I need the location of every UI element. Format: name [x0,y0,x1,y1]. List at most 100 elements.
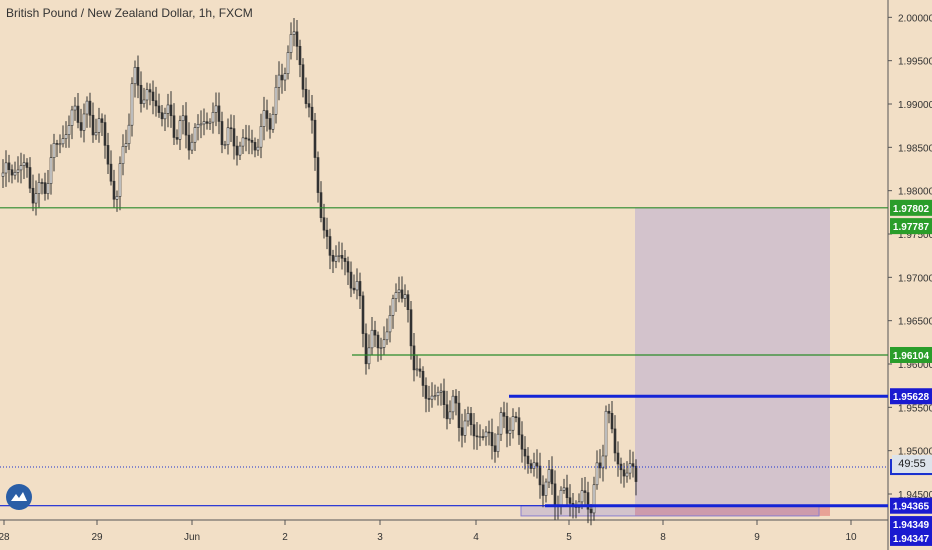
bar-countdown: 49:55 [892,455,932,473]
y-tick-labels-group: 2.00000 1.99500 1.99000 1.98500 1.98000 1.975… [888,13,932,501]
candle-body [244,137,248,140]
tradingview-logo-icon[interactable] [6,484,32,510]
candle-body [187,134,191,151]
candle-body [508,429,512,434]
candle-body [286,52,290,74]
candle-body [130,83,134,126]
candle-body [490,432,494,447]
y-tick-label: 2.00000 [898,13,932,24]
candle-body [487,431,491,434]
candle-body [22,162,26,166]
candle-body [472,424,476,437]
support-zone[interactable] [520,505,820,517]
candle-body [124,143,128,147]
candle-body [46,183,50,194]
candle-body [592,484,596,514]
candle-body [73,105,77,111]
candle-body [595,462,599,486]
candle-body [202,121,206,125]
candle-body [469,413,473,425]
candle-body [40,182,44,184]
candle-body [424,385,428,399]
candle-body [349,271,353,289]
candle-body [385,331,389,341]
candle-body [625,472,629,477]
candle-body [526,455,530,464]
candle-body [607,410,611,414]
candle-body [223,144,227,146]
candle-body [382,339,386,348]
candle-body [118,163,122,197]
candle-body [589,508,593,514]
candle-body [397,289,401,293]
candle-body [532,462,536,469]
stop-zone[interactable] [635,505,830,516]
candle-body [196,124,200,128]
price-label-1-94365: 1.94365 [893,502,930,513]
candle-body [274,86,278,115]
candle-body [373,329,377,336]
candle-body [283,73,287,81]
candle-body [142,99,146,104]
price-label-1-94347: 1.94347 [893,534,930,545]
candle-body [220,121,224,146]
candle-body [454,395,458,404]
candle-body [157,105,161,113]
candle-body [211,112,215,123]
candle-body [436,391,440,396]
candle-body [181,115,185,122]
candle-body [136,67,140,86]
candle-body [169,104,173,117]
candle-body [313,119,317,158]
candle-body [463,420,467,436]
target-zone[interactable] [635,207,830,506]
y-tick-label: 1.98000 [898,187,932,198]
candle-body [250,139,254,143]
candle-body [307,103,311,108]
candle-body [172,115,176,138]
candle-body [166,104,170,114]
candle-body [88,100,92,116]
candle-body [97,118,101,133]
candle-body [403,294,407,299]
candle-body [457,402,461,428]
x-tick-label: 28 [0,532,10,543]
x-tick-labels-group: 28 29 Jun 2 3 4 5 8 9 10 [0,520,857,543]
candle-body [493,445,497,452]
candle-body [367,347,371,365]
candle-body [511,416,515,431]
candle-body [154,100,158,107]
candle-body [268,118,272,130]
candle-body [430,395,434,400]
candle-body [421,370,425,386]
candle-body [523,448,527,457]
candle-body [10,169,14,176]
y-tick-label: 1.95500 [898,403,932,414]
price-label-1-94365-bg [890,497,932,514]
candle-body [91,114,95,136]
candle-body [478,436,482,438]
candle-body [460,427,464,436]
candle-body [145,89,149,101]
candle-body [598,462,602,469]
candle-body [505,416,509,434]
candle-body [76,105,80,123]
candle-body [319,192,323,218]
candle-body [193,127,197,143]
candle-body [184,115,188,136]
candle-body [316,157,320,193]
candle-body [16,169,20,173]
candle-body [322,217,326,231]
candle-body [103,122,107,146]
candle-body [25,162,29,168]
candle-body [514,416,518,419]
candle-body [58,143,62,146]
candle-body [346,261,350,273]
candle-body [562,487,566,491]
candle-body [604,410,608,457]
x-tick-label: 5 [566,532,572,543]
candle-body [226,127,230,145]
candle-body [148,89,152,93]
candle-body [412,345,416,371]
